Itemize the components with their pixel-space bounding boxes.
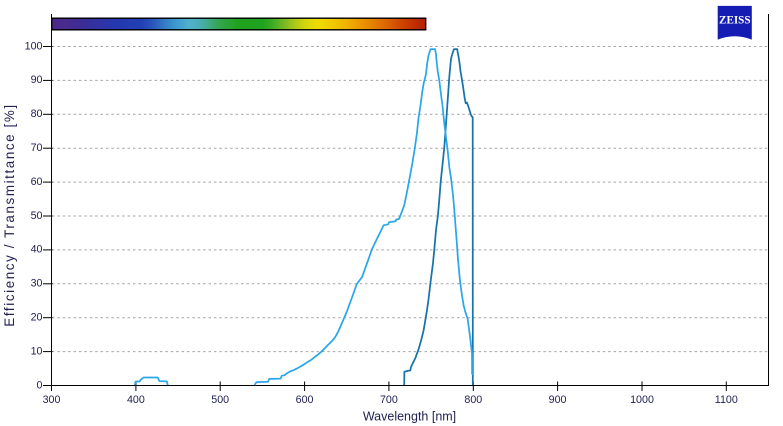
svg-text:60: 60 [31, 176, 43, 188]
svg-text:70: 70 [31, 142, 43, 154]
svg-text:Efficiency / Transmittance [%]: Efficiency / Transmittance [%] [2, 103, 17, 326]
svg-text:10: 10 [31, 345, 43, 357]
svg-text:20: 20 [31, 312, 43, 324]
svg-text:40: 40 [31, 244, 43, 256]
svg-text:700: 700 [380, 394, 398, 406]
svg-text:300: 300 [43, 394, 61, 406]
svg-text:800: 800 [464, 394, 482, 406]
svg-text:1100: 1100 [715, 394, 738, 406]
svg-text:0: 0 [37, 379, 43, 391]
svg-text:1000: 1000 [630, 394, 654, 406]
svg-text:500: 500 [211, 394, 229, 406]
svg-text:50: 50 [31, 210, 43, 222]
svg-text:90: 90 [31, 74, 43, 86]
svg-text:ZEISS: ZEISS [719, 13, 751, 27]
svg-text:100: 100 [25, 40, 43, 52]
svg-text:80: 80 [31, 108, 43, 120]
svg-text:600: 600 [296, 394, 314, 406]
svg-text:Wavelength [nm]: Wavelength [nm] [363, 410, 456, 424]
svg-text:400: 400 [127, 394, 145, 406]
svg-text:900: 900 [549, 394, 567, 406]
svg-text:30: 30 [31, 278, 43, 290]
